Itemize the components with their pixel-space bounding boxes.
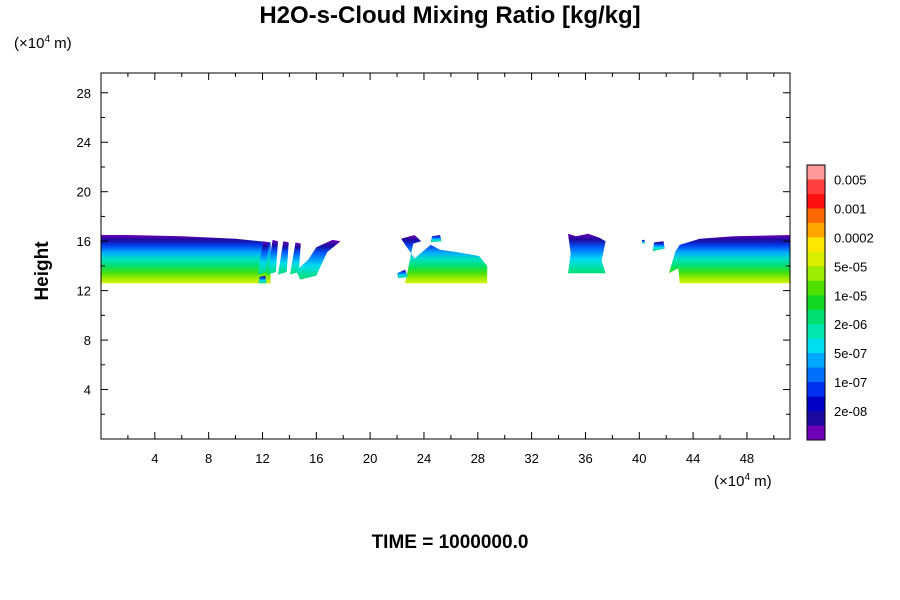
colorbar-label: 5e-05 — [834, 259, 867, 274]
colorbar-label: 1e-07 — [834, 375, 867, 390]
x-tick-label: 20 — [363, 451, 377, 466]
colorbar-swatch — [807, 338, 825, 354]
colorbar-swatch — [807, 411, 825, 427]
cloud-cell-right — [568, 233, 606, 274]
colorbar-swatch — [807, 295, 825, 311]
cloud-field — [101, 233, 790, 284]
x-tick-label: 40 — [632, 451, 646, 466]
cloud-band-left — [101, 235, 271, 284]
x-tick-label: 8 — [205, 451, 212, 466]
y-axis-unit: (×104 m) — [14, 34, 72, 52]
y-tick-label: 4 — [84, 383, 91, 398]
colorbar-swatch — [807, 425, 825, 441]
x-tick-label: 4 — [151, 451, 158, 466]
colorbar-swatch — [807, 237, 825, 253]
cloud-fragment — [397, 269, 408, 279]
y-tick-label: 28 — [77, 86, 91, 101]
colorbar-swatch — [807, 266, 825, 282]
colorbar: 0.005 0.001 0.0002 5e-05 1e-05 2e-06 5e-07 1e-0… — [806, 164, 874, 441]
x-tick-label: 24 — [417, 451, 431, 466]
colorbar-label: 2e-06 — [834, 317, 867, 332]
colorbar-swatch — [807, 193, 825, 209]
colorbar-label: 0.0002 — [834, 230, 874, 245]
x-axis-unit: (×104 m) — [714, 472, 772, 490]
cloud-speck — [642, 239, 645, 244]
x-tick-label: 44 — [686, 451, 700, 466]
plot-area — [100, 72, 791, 440]
y-tick-label: 20 — [77, 185, 91, 200]
x-tick-label: 48 — [740, 451, 754, 466]
colorbar-swatch — [807, 280, 825, 296]
colorbar-label: 1e-05 — [834, 288, 867, 303]
colorbar-label: 0.005 — [834, 172, 867, 187]
x-tick-label: 32 — [524, 451, 538, 466]
cloud-filament — [278, 241, 289, 275]
colorbar-swatch — [807, 222, 825, 238]
colorbar-swatch — [807, 396, 825, 412]
chart-title: H2O-s-Cloud Mixing Ratio [kg/kg] — [259, 2, 641, 29]
colorbar-label: 2e-08 — [834, 404, 867, 419]
cloud-band-right — [668, 235, 790, 284]
cloud-filament — [296, 239, 341, 280]
colorbar-label: 0.001 — [834, 201, 867, 216]
cloud-filament — [257, 241, 269, 275]
colorbar-swatch — [807, 382, 825, 398]
x-tick-label: 28 — [471, 451, 485, 466]
colorbar-swatch — [807, 353, 825, 369]
colorbar-swatch — [807, 324, 825, 340]
y-tick-label: 16 — [77, 234, 91, 249]
cloud-filament — [290, 242, 301, 275]
colorbar-swatch — [807, 251, 825, 267]
cloud-cell-mid — [401, 235, 488, 284]
y-tick-label: 8 — [84, 333, 91, 348]
colorbar-frame — [806, 164, 826, 441]
time-label: TIME = 1000000.0 — [371, 532, 529, 553]
cloud-speck — [652, 241, 665, 252]
colorbar-swatch — [807, 179, 825, 195]
colorbar-swatch — [807, 208, 825, 224]
x-tick-label: 36 — [578, 451, 592, 466]
colorbar-swatch — [807, 165, 825, 180]
cloud-filament — [267, 239, 278, 275]
colorbar-swatch — [807, 367, 825, 383]
x-tick-label: 12 — [255, 451, 269, 466]
y-tick-label: 24 — [77, 135, 91, 150]
colorbar-swatch — [807, 309, 825, 325]
x-tick-label: 16 — [309, 451, 323, 466]
colorbar-label: 5e-07 — [834, 346, 867, 361]
y-tick-label: 12 — [77, 284, 91, 299]
cloud-fragment — [258, 275, 267, 284]
cloud-fragment — [430, 235, 442, 243]
